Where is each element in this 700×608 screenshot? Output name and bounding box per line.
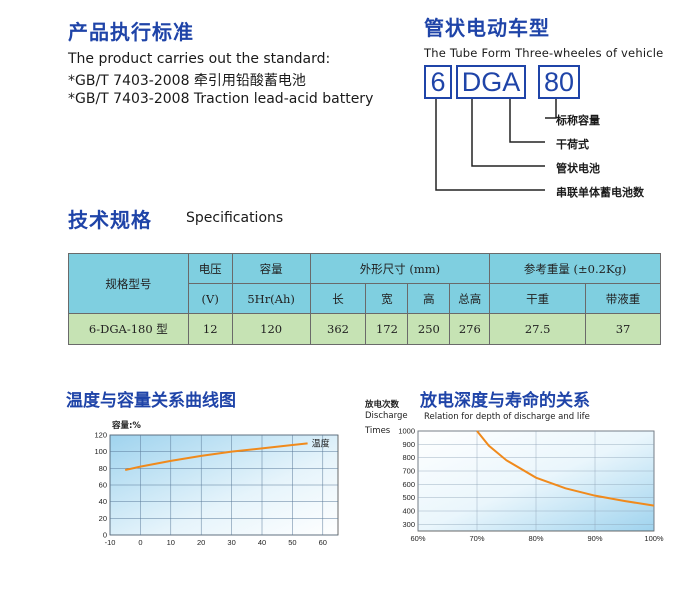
- temp-xtick-label: 50: [288, 538, 296, 547]
- header-voltage-unit: (V): [187, 283, 233, 314]
- life-ytick-label: 1000: [398, 427, 415, 436]
- life-chart-ylabel-en: Discharge: [365, 411, 408, 421]
- temp-ytick-label: 100: [94, 447, 107, 456]
- temp-ytick-label: 60: [99, 481, 107, 490]
- temp-ytick-label: 120: [94, 431, 107, 440]
- header-dimensions: 外形尺寸 (mm): [309, 253, 491, 284]
- header-height: 高: [407, 283, 451, 314]
- temp-xtick-label: 0: [138, 538, 142, 547]
- callout-cell-count: 串联单体蓄电池数: [556, 186, 644, 199]
- life-ytick-label: 500: [402, 493, 415, 502]
- temp-ytick-label: 40: [99, 497, 107, 506]
- standard-intro: The product carries out the standard:: [68, 51, 331, 67]
- cell-total-height: 276: [449, 313, 491, 345]
- life-ytick-label: 800: [402, 453, 415, 462]
- cell-model: 6-DGA-180 型: [68, 313, 189, 345]
- header-capacity: 容量: [231, 253, 311, 284]
- life-ytick-label: 700: [402, 467, 415, 476]
- header-width: 宽: [365, 283, 409, 314]
- callout-dry-charge: 干荷式: [556, 138, 589, 151]
- life-series-line: [476, 430, 655, 507]
- temp-chart-ylabel: 容量:%: [112, 421, 141, 431]
- cell-dry-weight: 27.5: [489, 313, 587, 345]
- life-chart-ylabel-cn: 放电次数: [365, 400, 400, 410]
- temp-series-line: [124, 442, 308, 471]
- cell-wet-weight: 37: [585, 313, 661, 345]
- header-dry-weight: 干重: [489, 283, 587, 314]
- standard-cn: *GB/T 7403-2008 牵引用铅酸蓄电池: [68, 73, 306, 89]
- life-chart-ylabel-times: Times: [365, 426, 391, 436]
- cell-voltage: 12: [187, 313, 233, 345]
- header-capacity-unit: 5Hr(Ah): [231, 283, 311, 314]
- temp-xtick-label: -10: [105, 538, 116, 547]
- header-weight: 参考重量 (±0.2Kg): [489, 253, 661, 284]
- standard-en: *GB/T 7403-2008 Traction lead-acid batte…: [68, 91, 374, 107]
- model-subtitle: The Tube Form Three-wheeles of vehicle: [424, 46, 664, 60]
- life-xtick-label: 70%: [469, 534, 484, 543]
- temp-ytick-label: 0: [103, 531, 107, 540]
- standard-title: 产品执行标准: [68, 20, 194, 44]
- life-chart-subtitle: Relation for depth of discharge and life: [424, 412, 590, 422]
- cell-height: 250: [407, 313, 451, 345]
- spec-subtitle: Specifications: [186, 210, 284, 226]
- temp-ytick-label: 80: [99, 464, 107, 473]
- life-xtick-label: 100%: [644, 534, 664, 543]
- temp-series-label: 温度: [312, 437, 330, 449]
- header-wet-weight: 带液重: [585, 283, 661, 314]
- model-cell-count: 6: [424, 65, 452, 99]
- life-xtick-label: 80%: [528, 534, 543, 543]
- header-voltage: 电压: [187, 253, 233, 284]
- model-cell-capacity: 80: [538, 65, 580, 99]
- temp-xtick-label: 20: [197, 538, 205, 547]
- spec-table: 规格型号 电压 容量 外形尺寸 (mm) 参考重量 (±0.2Kg) (V) 5…: [68, 253, 661, 345]
- spec-title: 技术规格: [68, 208, 152, 232]
- temp-xtick-label: 10: [167, 538, 175, 547]
- model-title: 管状电动车型: [424, 16, 550, 40]
- life-chart-title: 放电深度与寿命的关系: [420, 391, 590, 411]
- cell-length: 362: [309, 313, 367, 345]
- temp-xtick-label: 40: [258, 538, 266, 547]
- header-length: 长: [309, 283, 367, 314]
- temp-chart-title: 温度与容量关系曲线图: [66, 391, 236, 411]
- life-ytick-label: 300: [402, 520, 415, 529]
- temp-ytick-label: 20: [99, 514, 107, 523]
- cell-width: 172: [365, 313, 409, 345]
- life-chart: 300 400 500 600 700 800 900 1000 60% 70% 80% 90% 100…: [398, 427, 664, 544]
- life-ytick-label: 400: [402, 507, 415, 516]
- callout-tube-battery: 管状电池: [556, 162, 600, 175]
- life-xtick-label: 90%: [587, 534, 602, 543]
- life-ytick-label: 900: [402, 440, 415, 449]
- header-total-height: 总高: [449, 283, 491, 314]
- life-ytick-label: 600: [402, 480, 415, 489]
- temp-xtick-label: 30: [227, 538, 235, 547]
- cell-capacity: 120: [231, 313, 311, 345]
- callout-capacity: 标称容量: [556, 114, 600, 127]
- life-xtick-label: 60%: [410, 534, 425, 543]
- model-cell-type: DGA: [456, 65, 526, 99]
- temp-xtick-label: 60: [319, 538, 327, 547]
- header-model: 规格型号: [68, 253, 189, 314]
- table-row: 6-DGA-180 型 12 120 362 172 250 276 27.5 …: [68, 313, 661, 345]
